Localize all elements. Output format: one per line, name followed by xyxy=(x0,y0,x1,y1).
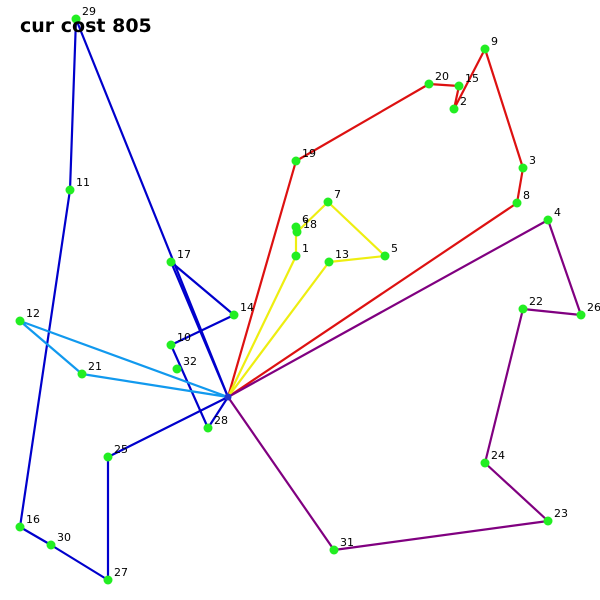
node-label-11: 11 xyxy=(76,176,90,189)
customer-node-23 xyxy=(543,516,553,526)
node-label-17: 17 xyxy=(177,248,191,261)
customer-node-3 xyxy=(518,163,528,173)
node-label-26: 26 xyxy=(587,301,600,314)
customer-node-28 xyxy=(203,423,213,433)
customer-node-27 xyxy=(103,575,113,585)
customer-node-19 xyxy=(291,156,301,166)
node-label-28: 28 xyxy=(214,414,228,427)
customer-node-15 xyxy=(454,81,464,91)
nodes-layer xyxy=(15,14,586,585)
node-label-13: 13 xyxy=(335,248,349,261)
node-label-30: 30 xyxy=(57,531,71,544)
node-label-31: 31 xyxy=(340,536,354,549)
node-label-10: 10 xyxy=(177,331,191,344)
node-label-4: 4 xyxy=(554,206,561,219)
node-label-32: 32 xyxy=(183,355,197,368)
node-label-27: 27 xyxy=(114,566,128,579)
node-label-8: 8 xyxy=(523,189,530,202)
customer-node-5 xyxy=(380,251,390,261)
customer-node-29 xyxy=(71,14,81,24)
customer-node-26 xyxy=(576,310,586,320)
node-label-25: 25 xyxy=(114,443,128,456)
customer-node-30 xyxy=(46,540,56,550)
customer-node-8 xyxy=(512,198,522,208)
customer-node-32 xyxy=(172,364,182,374)
route-4-path xyxy=(227,200,387,398)
customer-node-17 xyxy=(166,257,176,267)
node-label-14: 14 xyxy=(240,301,254,314)
customer-node-22 xyxy=(518,304,528,314)
node-label-18: 18 xyxy=(303,218,317,231)
customer-node-9 xyxy=(480,44,490,54)
customer-node-2 xyxy=(449,104,459,114)
labels-layer: 29 9 20 15 2 19 3 8 11 7 618 4 17 1 13 5 22 26 14 12 10 32 21 2… xyxy=(26,5,600,579)
customer-node-24 xyxy=(480,458,490,468)
node-label-24: 24 xyxy=(491,449,505,462)
node-label-9: 9 xyxy=(491,35,498,48)
node-label-3: 3 xyxy=(529,154,536,167)
cost-title: cur cost 805 xyxy=(20,15,152,37)
customer-node-1 xyxy=(291,251,301,261)
node-label-23: 23 xyxy=(554,507,568,520)
customer-node-31 xyxy=(329,545,339,555)
customer-node-14 xyxy=(229,310,239,320)
node-label-7: 7 xyxy=(334,188,341,201)
node-label-2: 2 xyxy=(460,95,467,108)
customer-node-10 xyxy=(166,340,176,350)
node-label-22: 22 xyxy=(529,295,543,308)
customer-node-7 xyxy=(323,197,333,207)
node-label-16: 16 xyxy=(26,513,40,526)
customer-node-18 xyxy=(292,227,302,237)
routes-layer xyxy=(18,17,583,582)
customer-node-12 xyxy=(15,316,25,326)
depot-node xyxy=(224,393,232,401)
customer-node-11 xyxy=(65,185,75,195)
node-label-15: 15 xyxy=(465,72,479,85)
customer-node-13 xyxy=(324,257,334,267)
node-label-20: 20 xyxy=(435,70,449,83)
customer-node-25 xyxy=(103,452,113,462)
customer-node-21 xyxy=(77,369,87,379)
node-label-5: 5 xyxy=(391,242,398,255)
route-5-path xyxy=(227,218,583,552)
route-2-path xyxy=(169,260,236,430)
node-label-19: 19 xyxy=(302,147,316,160)
customer-node-16 xyxy=(15,522,25,532)
node-label-12: 12 xyxy=(26,307,40,320)
customer-node-4 xyxy=(543,215,553,225)
route-3-path xyxy=(226,47,525,398)
node-label-6: 6 xyxy=(302,213,309,226)
node-label-21: 21 xyxy=(88,360,102,373)
route-1-path xyxy=(18,17,230,582)
node-label-29: 29 xyxy=(82,5,96,18)
route-6-path xyxy=(18,319,229,399)
node-label-1: 1 xyxy=(302,242,309,255)
customer-node-20 xyxy=(424,79,434,89)
